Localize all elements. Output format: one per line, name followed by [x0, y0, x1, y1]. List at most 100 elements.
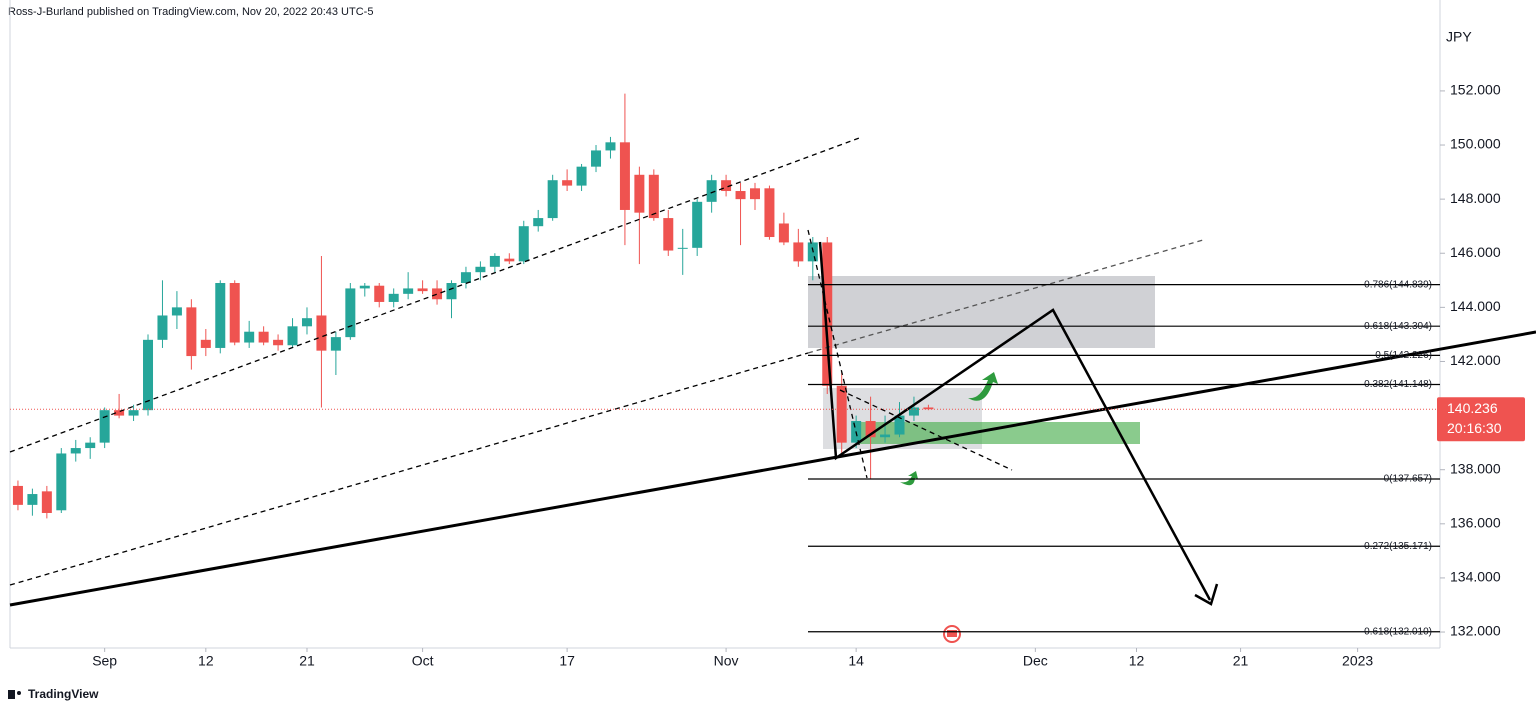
fib-label: 0(137.657): [1384, 474, 1432, 485]
y-tick-label: 138.000: [1450, 460, 1501, 476]
candle-body: [229, 283, 240, 343]
candle-body: [186, 307, 197, 357]
candle-body: [475, 266, 486, 273]
candle-body: [880, 434, 891, 438]
candle-body: [85, 442, 96, 449]
x-tick-label: 12: [1129, 653, 1145, 669]
logo: TradingView: [8, 687, 99, 701]
y-tick-label: 142.000: [1450, 352, 1501, 368]
up-arrow: [968, 372, 998, 401]
fib-label: -0.272(135.171): [1361, 541, 1432, 552]
candle-body: [677, 247, 688, 249]
candle-body: [749, 188, 760, 200]
candle-body: [287, 326, 298, 346]
logo-mark: [17, 691, 21, 695]
candles: [12, 93, 934, 519]
header: Ross-J-Burland published on TradingView.…: [8, 6, 373, 18]
fib-levels: 0.786(144.839) 0.618(143.304) 0.5(142.226)…: [808, 279, 1440, 637]
candle-body: [56, 453, 67, 511]
candle-body: [215, 283, 226, 348]
y-tick-label: 146.000: [1450, 244, 1501, 260]
trendline: [807, 239, 1204, 354]
candle-body: [894, 415, 905, 435]
up-arrow: [900, 471, 918, 486]
candle-body: [417, 288, 428, 292]
axes: 132.000134.000136.000138.000140.000142.0…: [10, 82, 1525, 669]
candle-body: [143, 339, 154, 411]
candle-body: [619, 142, 630, 210]
candle-body: [735, 191, 746, 200]
y-tick-label: 136.000: [1450, 515, 1501, 531]
x-tick-label: Nov: [714, 653, 739, 669]
candle-body: [908, 407, 919, 416]
y-tick-label: 134.000: [1450, 569, 1501, 585]
candle-body: [778, 223, 789, 243]
candle-body: [114, 410, 125, 416]
candle-body: [345, 288, 356, 338]
x-tick-label: 21: [1233, 653, 1249, 669]
currency: JPY: [1446, 29, 1472, 45]
fib-label: 0.618(143.304): [1364, 321, 1432, 332]
candle-body: [504, 258, 515, 262]
candle-body: [822, 242, 833, 386]
candle-body: [489, 255, 500, 267]
zone: [808, 276, 1155, 348]
candle-body: [374, 285, 385, 302]
x-tick-label: 14: [848, 653, 864, 669]
candle-body: [764, 188, 775, 238]
x-tick-label: 21: [299, 653, 315, 669]
y-tick-label: 150.000: [1450, 136, 1501, 152]
candle-body: [128, 410, 139, 416]
candle-body: [12, 485, 23, 505]
x-tick-label: 17: [559, 653, 575, 669]
candle-body: [157, 315, 168, 340]
candle-body: [692, 201, 703, 248]
candle-body: [359, 285, 370, 289]
candle-body: [446, 283, 457, 300]
trendline: [9, 330, 1536, 607]
candle-body: [533, 218, 544, 227]
x-tick-label: 2023: [1342, 653, 1373, 669]
candle-body: [706, 180, 717, 202]
candle-body: [923, 407, 934, 410]
price-tag-value: 140.236: [1447, 400, 1498, 416]
candle-body: [562, 180, 573, 186]
candle-body: [865, 420, 876, 438]
candle-body: [663, 218, 674, 251]
arrow-head: [1194, 583, 1219, 606]
price-tag-countdown: 20:16:30: [1447, 420, 1502, 436]
y-tick-label: 132.000: [1450, 623, 1501, 639]
candle-body: [591, 150, 602, 167]
candle-body: [301, 318, 312, 327]
footer: TradingView: [28, 687, 99, 701]
price-tag: [1437, 397, 1525, 442]
fib-label: 0.786(144.839): [1364, 279, 1432, 290]
zone: [858, 422, 1140, 444]
fib-label: 0.382(141.148): [1364, 379, 1432, 390]
candle-body: [244, 331, 255, 343]
x-tick-label: 12: [198, 653, 214, 669]
candle-body: [27, 494, 38, 505]
candle-body: [460, 272, 471, 284]
candle-body: [836, 385, 847, 443]
candle-body: [273, 339, 284, 346]
candle-body: [70, 448, 81, 454]
candle-body: [576, 166, 587, 186]
x-tick-label: Oct: [412, 653, 434, 669]
drawings-back: [808, 276, 1155, 449]
fib-label: 0.5(142.226): [1375, 350, 1432, 361]
candle-body: [388, 293, 399, 302]
candle-body: [721, 180, 732, 192]
candle-body: [200, 339, 211, 348]
candle-body: [316, 315, 327, 351]
candle-body: [648, 174, 659, 219]
trendline: [9, 352, 809, 586]
y-tick-label: 144.000: [1450, 298, 1501, 314]
candle-body: [547, 180, 558, 219]
candle-body: [432, 288, 443, 300]
candle-body: [518, 226, 529, 262]
logo-mark: [8, 690, 15, 699]
